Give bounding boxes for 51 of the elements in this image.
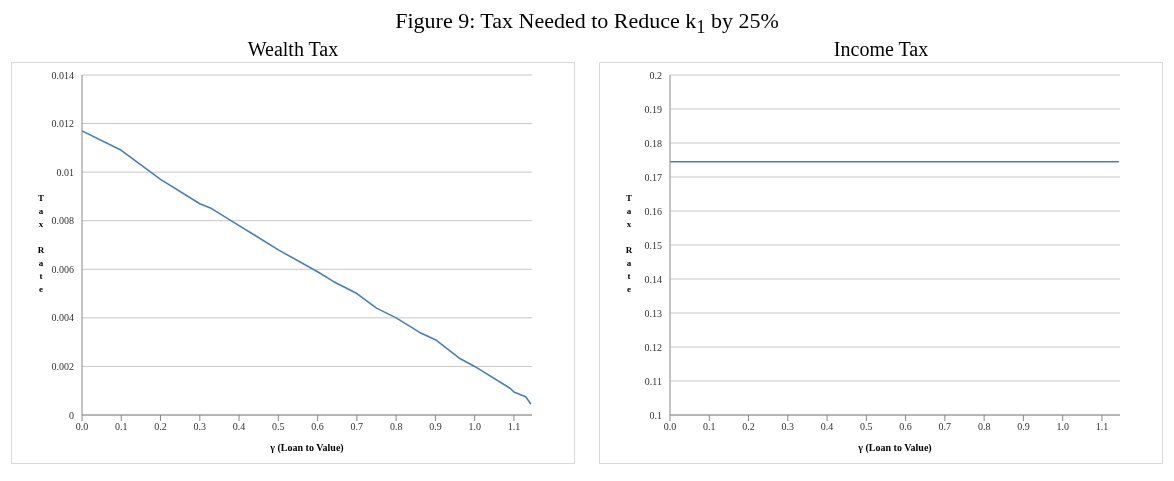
y-tick-label: 0.12: [644, 341, 662, 353]
text: Figure 9: Tax Needed to Reduce k$_{1}$ by 25%: [395, 8, 779, 38]
y-tick-label: 0.18: [644, 137, 662, 149]
y-tick-label: 0.17: [644, 171, 662, 183]
x-tick-label: 0.2: [742, 421, 755, 433]
y-tick-label: 0.15: [644, 239, 662, 251]
x-tick-label: 0.9: [429, 421, 442, 433]
x-tick-label: 0.8: [389, 421, 403, 433]
x-tick-label: 0.6: [311, 421, 324, 433]
x-axis-title: γ (Loan to Value): [857, 442, 932, 454]
y-tick-label: 0.19: [644, 103, 662, 115]
x-tick-label: 1.1: [507, 421, 521, 433]
y-axis-title: Tax Rate: [624, 193, 634, 297]
y-tick-label: 0.16: [644, 205, 662, 217]
y-tick-label: 0.13: [644, 307, 662, 319]
y-axis-title: Tax Rate: [36, 193, 46, 297]
x-tick-label: 0.1: [115, 421, 128, 433]
y-tick-label: 0.014: [51, 69, 74, 81]
x-tick-label: 0.0: [75, 421, 89, 433]
x-tick-label: 0.2: [154, 421, 167, 433]
y-tick-label: 0.004: [51, 312, 74, 324]
x-tick-label: 0.6: [899, 421, 912, 433]
y-tick-label: 0: [69, 409, 74, 421]
y-tick-label: 0.012: [51, 118, 74, 130]
y-tick-label: 0.002: [51, 360, 74, 372]
x-tick-label: 1.0: [1056, 421, 1069, 433]
x-tick-label: 0.5: [860, 421, 873, 433]
line-series: [82, 130, 532, 405]
y-tick-label: 0.01: [56, 166, 74, 178]
chart-subtitle: Income Tax: [833, 38, 929, 60]
x-tick-label: 0.7: [938, 421, 952, 433]
x-tick-label: 1.0: [468, 421, 481, 433]
x-tick-label: 0.8: [977, 421, 991, 433]
y-tick-label: 0.11: [644, 375, 662, 387]
x-tick-label: 1.1: [1095, 421, 1109, 433]
chart-subtitle: Wealth Tax: [247, 38, 339, 60]
x-tick-label: 0.1: [703, 421, 716, 433]
x-tick-label: 0.4: [820, 421, 834, 433]
x-axis-title: γ (Loan to Value): [269, 442, 344, 454]
x-tick-label: 0.3: [781, 421, 795, 433]
y-tick-label: 0.008: [51, 215, 74, 227]
x-tick-label: 0.5: [272, 421, 285, 433]
y-tick-label: 0.1: [649, 409, 662, 421]
y-tick-label: 0.14: [644, 273, 662, 285]
x-tick-label: 0.4: [232, 421, 246, 433]
x-tick-label: 0.3: [193, 421, 207, 433]
y-tick-label: 0.2: [649, 69, 662, 81]
x-tick-label: 0.7: [350, 421, 364, 433]
y-tick-label: 0.006: [51, 263, 74, 275]
x-tick-label: 0.0: [663, 421, 677, 433]
x-tick-label: 0.9: [1017, 421, 1030, 433]
